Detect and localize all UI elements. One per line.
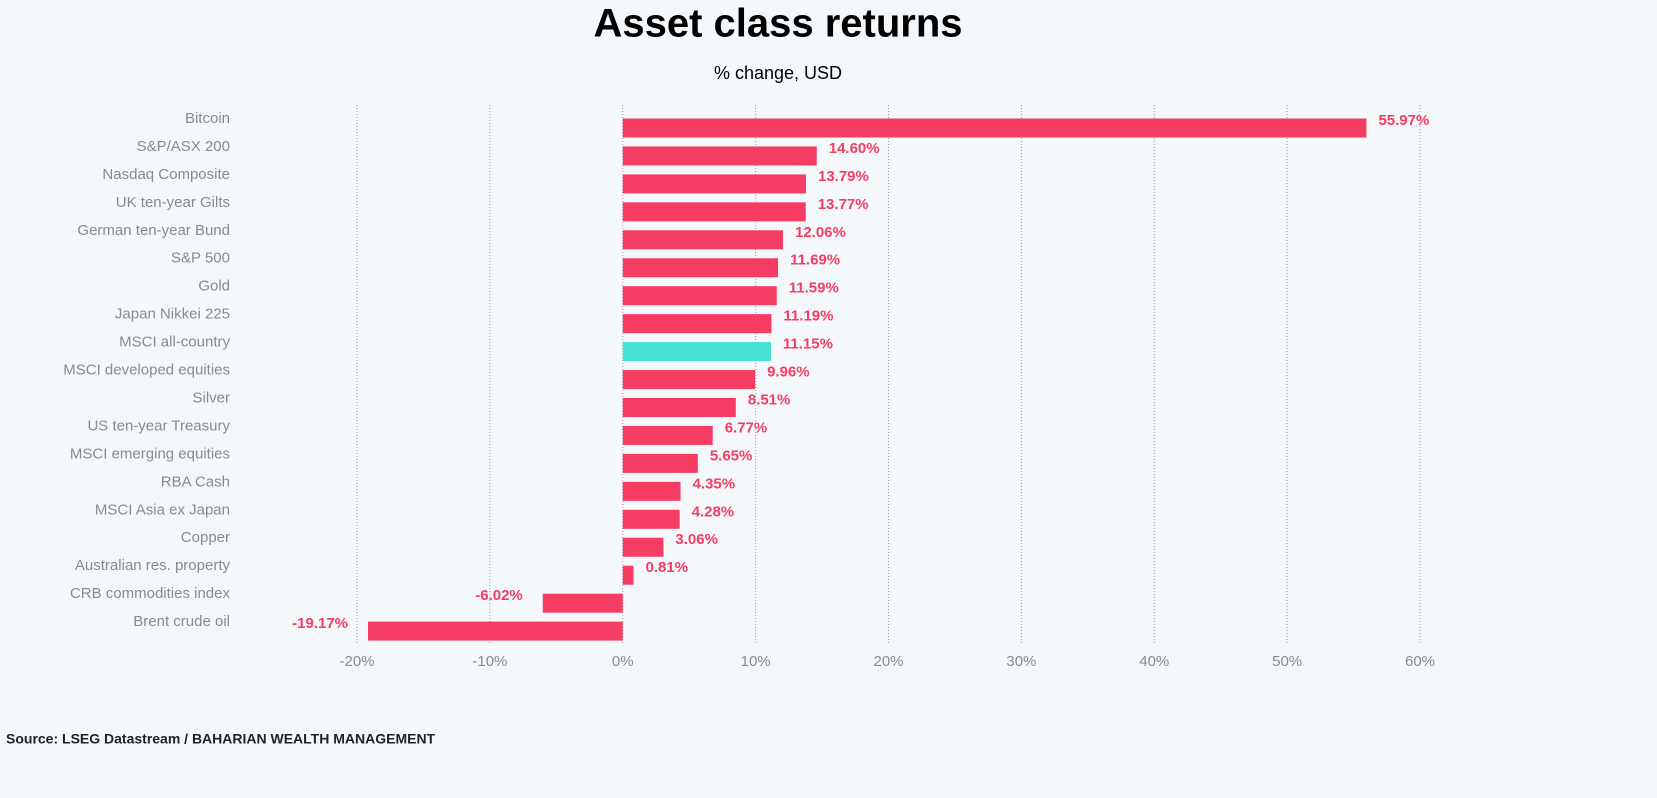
category-label: Nasdaq Composite (102, 166, 230, 183)
bar (368, 621, 623, 641)
bar (622, 398, 736, 417)
value-label: 13.79% (818, 168, 869, 185)
value-label: 3.06% (675, 531, 718, 548)
bar (622, 481, 681, 501)
bar (622, 314, 772, 334)
bar (622, 118, 1367, 138)
bar (622, 509, 680, 529)
bar (622, 453, 698, 473)
category-label: S&P/ASX 200 (137, 138, 230, 155)
category-label: German ten-year Bund (77, 222, 230, 239)
bar (622, 146, 817, 166)
category-label: Bitcoin (185, 110, 230, 127)
category-label: S&P 500 (171, 250, 230, 267)
category-label: RBA Cash (161, 473, 230, 490)
category-label: MSCI all-country (119, 334, 230, 351)
x-tick-label: 30% (1006, 653, 1036, 670)
value-label: 9.96% (767, 364, 810, 381)
bar (622, 537, 664, 557)
bar (622, 202, 806, 222)
category-label: Japan Nikkei 225 (115, 306, 230, 323)
value-label: 4.35% (693, 475, 736, 492)
category-label: Copper (181, 529, 230, 546)
value-label: 8.51% (748, 391, 791, 408)
bar (622, 370, 756, 390)
category-label: Silver (192, 389, 230, 406)
value-label: -6.02% (475, 587, 523, 604)
x-tick-label: 10% (741, 653, 771, 670)
value-label: 11.15% (783, 336, 833, 353)
x-tick-label: 60% (1405, 653, 1435, 670)
bar (622, 258, 779, 278)
value-label: 13.77% (818, 196, 869, 213)
category-label: MSCI Asia ex Japan (95, 501, 230, 518)
value-label: 5.65% (710, 447, 753, 464)
category-label: US ten-year Treasury (87, 417, 230, 434)
bar (622, 174, 806, 194)
bar (542, 593, 623, 613)
bar (622, 230, 783, 250)
bar (622, 342, 771, 362)
x-tick-label: 50% (1272, 653, 1302, 670)
bar (622, 565, 634, 585)
value-label: 4.28% (692, 503, 735, 520)
chart-title: Asset class returns (593, 2, 962, 46)
category-label: MSCI developed equities (63, 362, 230, 379)
x-tick-label: -10% (472, 653, 507, 670)
category-label: CRB commodities index (70, 585, 231, 602)
category-label: Australian res. property (75, 557, 231, 574)
category-label: UK ten-year Gilts (116, 194, 230, 211)
value-label: 11.69% (790, 252, 840, 269)
chart-subtitle: % change, USD (714, 63, 842, 83)
value-label: 12.06% (795, 224, 846, 241)
value-label: 11.59% (789, 280, 839, 297)
value-label: 6.77% (725, 419, 768, 436)
category-label: Brent crude oil (133, 613, 230, 630)
source-note: Source: LSEG Datastream / BAHARIAN WEALT… (6, 731, 436, 747)
x-tick-label: 40% (1139, 653, 1169, 670)
value-label: 14.60% (829, 140, 880, 157)
value-label: -19.17% (292, 615, 348, 632)
x-tick-label: 0% (612, 653, 634, 670)
category-label: Gold (198, 278, 230, 295)
value-label: 55.97% (1378, 112, 1429, 129)
x-tick-label: 20% (873, 653, 903, 670)
category-label: MSCI emerging equities (70, 445, 230, 462)
value-label: 11.19% (783, 308, 833, 325)
value-label: 0.81% (646, 559, 689, 576)
bar (622, 425, 713, 445)
bar (622, 286, 777, 306)
x-tick-label: -20% (339, 653, 374, 670)
